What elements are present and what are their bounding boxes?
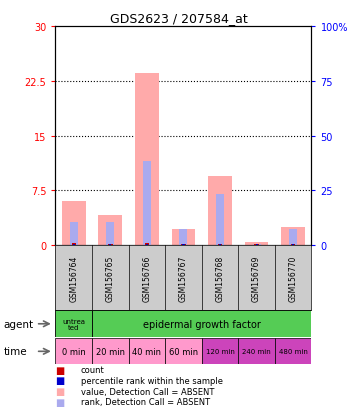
Text: GSM156766: GSM156766: [142, 254, 151, 301]
Bar: [179, 230, 188, 246]
Text: 480 min: 480 min: [279, 349, 308, 354]
Bar: [181, 244, 186, 246]
Bar: [98, 215, 122, 246]
Bar: [289, 230, 297, 246]
Text: count: count: [81, 365, 104, 374]
Bar: [72, 244, 76, 246]
Text: ■: ■: [55, 397, 65, 407]
Bar: [145, 244, 149, 246]
Bar: [216, 195, 224, 246]
Bar: [55, 339, 92, 364]
Bar: [108, 244, 112, 246]
Text: ■: ■: [55, 386, 65, 396]
Bar: [275, 339, 311, 364]
Bar: [171, 230, 195, 246]
Bar: [62, 202, 86, 246]
Bar: [208, 176, 232, 246]
Bar: [92, 311, 311, 337]
Text: rank, Detection Call = ABSENT: rank, Detection Call = ABSENT: [81, 397, 210, 406]
Text: GSM156768: GSM156768: [216, 255, 224, 301]
Bar: [291, 244, 295, 246]
Bar: [106, 222, 114, 246]
Bar: [143, 162, 151, 246]
Text: untrea
ted: untrea ted: [62, 318, 85, 330]
Bar: [253, 244, 261, 246]
Text: ■: ■: [55, 375, 65, 385]
Bar: [70, 222, 78, 246]
Bar: [92, 339, 129, 364]
Text: GSM156767: GSM156767: [179, 254, 188, 301]
Text: GSM156765: GSM156765: [106, 254, 115, 301]
Bar: [129, 339, 165, 364]
Bar: [245, 243, 268, 246]
Text: 40 min: 40 min: [132, 347, 161, 356]
Text: 240 min: 240 min: [242, 349, 271, 354]
Bar: [292, 244, 294, 246]
Bar: [219, 244, 221, 246]
Text: 120 min: 120 min: [205, 349, 234, 354]
Bar: [109, 244, 111, 246]
Bar: [55, 311, 92, 337]
Text: 20 min: 20 min: [96, 347, 125, 356]
Text: GSM156770: GSM156770: [289, 254, 297, 301]
Text: GSM156769: GSM156769: [252, 254, 261, 301]
Bar: [135, 74, 159, 246]
Text: ■: ■: [55, 365, 65, 375]
Bar: [255, 245, 259, 246]
Text: 60 min: 60 min: [169, 347, 198, 356]
Bar: [165, 339, 202, 364]
Bar: [256, 245, 258, 246]
Bar: [202, 339, 238, 364]
Text: GSM156764: GSM156764: [69, 254, 78, 301]
Text: time: time: [4, 347, 27, 356]
Text: value, Detection Call = ABSENT: value, Detection Call = ABSENT: [81, 387, 214, 396]
Text: percentile rank within the sample: percentile rank within the sample: [81, 376, 223, 385]
Text: agent: agent: [4, 319, 34, 329]
Text: epidermal growth factor: epidermal growth factor: [143, 319, 261, 329]
Bar: [73, 244, 75, 246]
Bar: [281, 228, 305, 246]
Bar: [146, 244, 148, 246]
Bar: [218, 244, 222, 246]
Text: 0 min: 0 min: [62, 347, 86, 356]
Bar: [238, 339, 275, 364]
Bar: [182, 244, 185, 246]
Text: GDS2623 / 207584_at: GDS2623 / 207584_at: [110, 12, 248, 24]
